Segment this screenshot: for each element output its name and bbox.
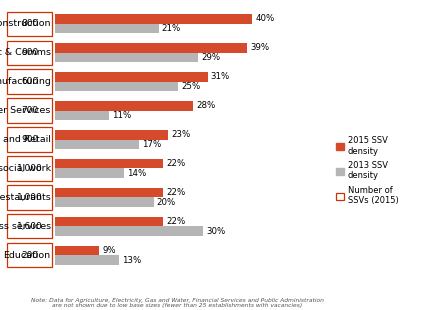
Bar [55, 14, 252, 24]
Bar [55, 226, 203, 236]
Text: 17%: 17% [142, 140, 161, 149]
Text: 23%: 23% [171, 130, 191, 139]
Bar [55, 197, 154, 207]
Text: Note: Data for Agriculture, Electricity, Gas and Water, Financial Services and P: Note: Data for Agriculture, Electricity,… [31, 298, 324, 308]
Bar [55, 159, 163, 168]
Bar [55, 168, 124, 178]
Text: 1,600: 1,600 [16, 222, 43, 231]
Text: 22%: 22% [166, 159, 186, 168]
Text: 30%: 30% [206, 227, 225, 236]
Bar [55, 188, 163, 197]
Text: 700: 700 [21, 106, 38, 115]
FancyBboxPatch shape [7, 98, 52, 123]
Text: 1,000: 1,000 [16, 193, 43, 202]
Text: 200: 200 [21, 251, 38, 260]
Text: 20%: 20% [157, 198, 176, 207]
Text: 22%: 22% [166, 188, 186, 197]
Bar [55, 217, 163, 226]
Bar [55, 111, 109, 120]
Text: 39%: 39% [250, 43, 270, 52]
Text: 40%: 40% [255, 15, 275, 24]
FancyBboxPatch shape [7, 127, 52, 152]
Text: 29%: 29% [201, 53, 220, 62]
Text: 31%: 31% [211, 72, 230, 81]
FancyBboxPatch shape [7, 214, 52, 238]
Text: 9%: 9% [102, 246, 116, 255]
Bar [55, 140, 139, 149]
Bar [55, 24, 159, 33]
Text: 900: 900 [21, 48, 38, 57]
Bar [55, 101, 193, 111]
Text: 1,000: 1,000 [16, 164, 43, 173]
Text: 14%: 14% [127, 169, 146, 178]
Bar [55, 43, 247, 53]
FancyBboxPatch shape [7, 156, 52, 181]
Bar [55, 255, 119, 265]
Text: 25%: 25% [181, 82, 200, 91]
Text: 28%: 28% [196, 101, 215, 110]
Bar [55, 53, 198, 62]
Text: 13%: 13% [122, 255, 141, 264]
Text: 900: 900 [21, 135, 38, 144]
FancyBboxPatch shape [7, 41, 52, 65]
FancyBboxPatch shape [7, 243, 52, 268]
Text: 600: 600 [21, 77, 38, 86]
Text: 22%: 22% [166, 217, 186, 226]
Bar [55, 72, 208, 82]
FancyBboxPatch shape [7, 11, 52, 36]
Bar [55, 246, 99, 255]
Text: 11%: 11% [112, 111, 131, 120]
Text: 21%: 21% [162, 24, 181, 33]
FancyBboxPatch shape [7, 185, 52, 210]
Bar [55, 130, 168, 140]
Legend: 2015 SSV
density, 2013 SSV
density, Number of
SSVs (2015): 2015 SSV density, 2013 SSV density, Numb… [334, 135, 400, 207]
Text: 800: 800 [21, 19, 38, 28]
FancyBboxPatch shape [7, 69, 52, 94]
Bar [55, 82, 178, 91]
